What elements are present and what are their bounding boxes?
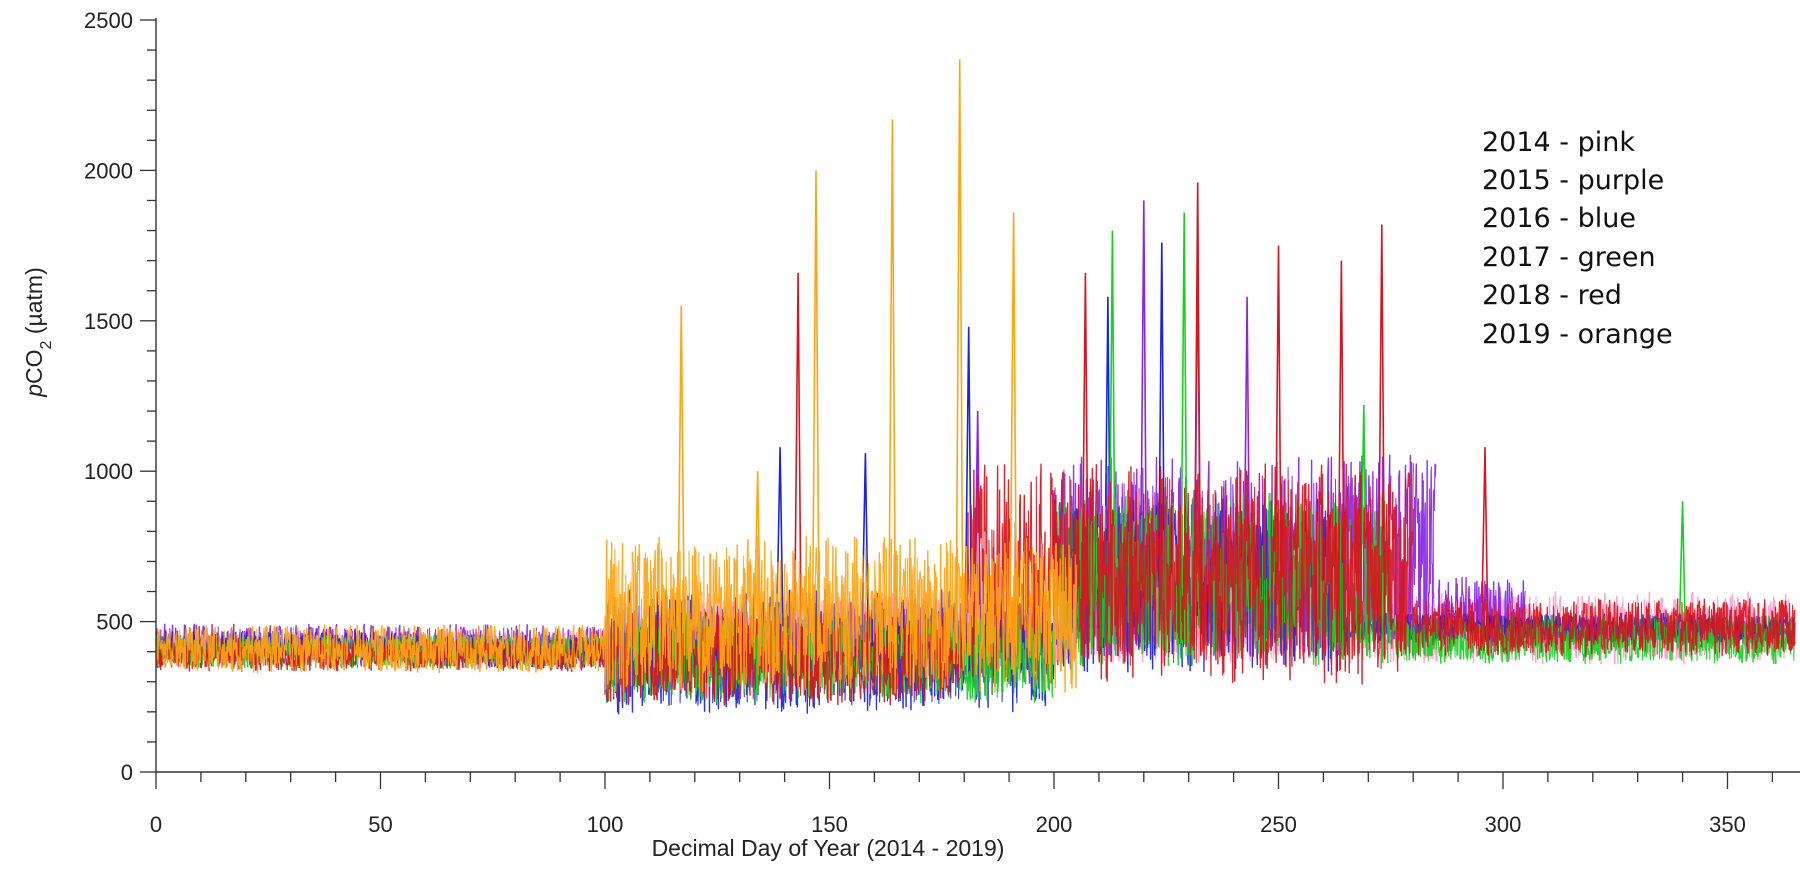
x-tick-label: 150 <box>811 812 848 837</box>
series-4-spike-0 <box>793 272 802 656</box>
series-3-spike-2 <box>1678 501 1687 656</box>
y-axis-title-italic: p <box>21 384 47 398</box>
x-tick-label: 100 <box>587 812 624 837</box>
x-tick-label: 350 <box>1709 812 1746 837</box>
legend-entry-2015: 2015 - purple <box>1482 165 1664 196</box>
series-5-spike-2 <box>888 119 897 656</box>
x-axis-title: Decimal Day of Year (2014 - 2019) <box>652 835 1005 861</box>
series-2-spike-4 <box>1157 242 1166 656</box>
series-5-spike-4 <box>1009 212 1018 656</box>
y-axis-title: pCO2 (µatm) <box>21 267 55 398</box>
series-5-spike-5 <box>753 471 762 656</box>
y-tick-label: 2500 <box>84 8 133 33</box>
x-tick-label: 50 <box>368 812 392 837</box>
series-4-segment-3 <box>1412 598 1796 657</box>
series-layer <box>155 59 1796 715</box>
y-axis-title-subscript: 2 <box>38 340 55 349</box>
y-tick-label: 2000 <box>84 158 133 183</box>
x-tick-label: 200 <box>1036 812 1073 837</box>
legend-entry-2018: 2018 - red <box>1482 280 1622 311</box>
legend-entry-2019: 2019 - orange <box>1482 319 1673 350</box>
series-5-spike-0 <box>676 305 686 656</box>
series-4-spike-1 <box>1081 272 1090 656</box>
x-tick-label: 0 <box>150 812 162 837</box>
legend-entry-2017: 2017 - green <box>1482 242 1656 273</box>
series-5-spike-1 <box>811 170 820 656</box>
y-tick-label: 1000 <box>84 459 133 484</box>
series-1-spike-0 <box>1139 200 1148 656</box>
series-5-segment-0 <box>155 624 606 674</box>
series-5 <box>155 59 1078 695</box>
axes-layer: 0 500 1000 1500 2000 2500 0 50 100 150 200 250 300 35… <box>84 8 1800 837</box>
series-5-segment-1 <box>604 536 1078 695</box>
y-axis-title-main: CO <box>21 349 47 384</box>
x-tick-label: 250 <box>1260 812 1297 837</box>
legend: 2014 - pink 2015 - purple 2016 - blue 20… <box>1482 127 1673 350</box>
series-5-spike-3 <box>955 59 964 656</box>
series-4-spike-2 <box>1193 182 1202 656</box>
series-4-spike-4 <box>1377 224 1386 656</box>
y-tick-label: 1500 <box>84 309 133 334</box>
y-tick-label: 500 <box>96 610 133 635</box>
legend-entry-2014: 2014 - pink <box>1482 127 1635 158</box>
legend-entry-2016: 2016 - blue <box>1482 203 1636 234</box>
y-axis-title-unit: (µatm) <box>21 267 47 340</box>
x-tick-label: 300 <box>1485 812 1522 837</box>
series-4-spike-6 <box>1337 260 1346 656</box>
series-4-spike-5 <box>1480 447 1489 656</box>
y-tick-label: 0 <box>121 760 133 785</box>
series-4-spike-3 <box>1274 245 1283 656</box>
series-3-spike-1 <box>1179 212 1189 656</box>
